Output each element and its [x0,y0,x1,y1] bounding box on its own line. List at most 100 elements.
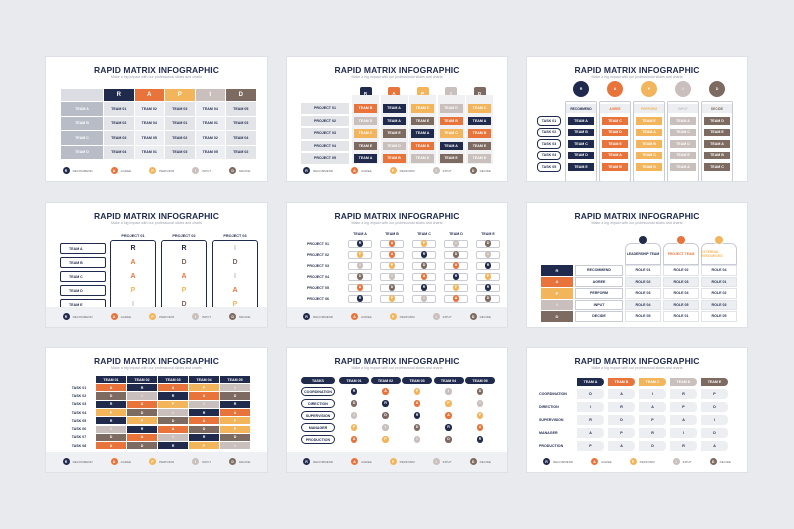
slide-subtitle: Make a big impact with our professional … [591,221,683,225]
row-label: TASK 03 [71,402,87,407]
row-label: TASK 08 [71,443,87,448]
cell-role: ROLE 01 [701,276,737,287]
legend-item: P PERFORM [149,458,174,465]
slide-8[interactable]: RAPID MATRIX INFOGRAPHIC Make a big impa… [286,347,508,473]
role-cell: P [220,417,250,425]
slide-6[interactable]: RAPID MATRIX INFOGRAPHIC Make a big impa… [526,202,748,328]
letter-badge: R [445,424,452,431]
column-heading: TEAM C [639,378,666,386]
footer-band [46,307,267,327]
slide-9[interactable]: RAPID MATRIX INFOGRAPHIC Make a big impa… [526,347,748,473]
letter-badge: R [452,273,460,280]
cell-value: TEAM 05 [195,145,225,159]
letter-badge: D [356,273,364,280]
row-label: PRODUCTION [539,444,564,448]
slide-subtitle: Make a big impact with our professional … [591,75,683,79]
row-label: TASK 04 [71,410,87,415]
legend-label: DECIDE [479,314,491,319]
role-cell: D [158,417,188,425]
legend-item: D DECIDE [229,458,250,465]
cell-frame [476,272,500,281]
role-letter: R [181,245,187,252]
slide-4[interactable]: RAPID MATRIX INFOGRAPHIC Make a big impa… [45,202,268,328]
cell-value: TEAM 04 [226,131,256,145]
role-letter: R [130,245,136,252]
role-cell: R [96,417,126,425]
slide-2[interactable]: RAPID MATRIX INFOGRAPHIC Make a big impa… [286,56,508,182]
cell-frame [476,250,500,259]
letter-badge: A [388,251,396,258]
letter-badge: R [382,400,389,407]
legend-item: A AGREE [110,167,131,174]
role-cell: P [701,389,728,399]
role-cell: D [608,415,635,425]
row-label: DIRECTION [301,399,335,408]
role-cell: P [639,415,666,425]
letter-badge: I [420,295,428,302]
slide-3[interactable]: RAPID MATRIX INFOGRAPHIC Make a big impa… [526,56,748,182]
cell-value: TEAM 02 [104,116,134,130]
legend: R RECOMMEND A AGREE P PERFORM I INPUT D DECIDE [287,312,507,321]
cell-team: TEAM C [636,151,662,159]
task-label: TASK 05 [537,162,561,172]
role-letter: P [541,288,573,299]
letter-badge: I [413,436,421,443]
cell-team: TEAM A [354,154,377,163]
legend-label: RECOMMEND [313,314,334,319]
role-cell: A [577,428,604,438]
role-cell: I [189,400,219,408]
legend-dot: A [591,458,599,465]
cell-team: TEAM D [568,151,594,159]
slide-1[interactable]: RAPID MATRIX INFOGRAPHIC Make a big impa… [45,56,268,182]
slide-5[interactable]: RAPID MATRIX INFOGRAPHIC Make a big impa… [286,202,508,328]
cell-team: TEAM D [602,128,628,136]
legend-item: R RECOMMEND [543,458,573,465]
role-cell: P [158,400,188,408]
cell-team: TEAM E [670,151,696,159]
role-letter: D [181,301,187,308]
slide-7[interactable]: RAPID MATRIX INFOGRAPHIC Make a big impa… [45,347,268,473]
role-cell: I [701,415,728,425]
header-letter: A [134,89,164,101]
project-heading: PROJECT 01 [121,234,145,238]
legend-label: PERFORM [159,459,175,464]
cell-team: TEAM B [382,154,406,163]
cell-team: TEAM A [468,116,491,125]
letter-badge: P [452,284,460,291]
cell-team: TEAM A [704,140,730,148]
role-cell: R [127,425,157,433]
cell-frame [444,261,468,270]
cell-frame [412,272,436,281]
column-heading: RECOMMEND [566,104,596,113]
row-label: PROJECT 03 [307,263,329,268]
footer-band [287,452,507,472]
role-letter: I [234,273,236,280]
role-letter: P [232,301,238,308]
role-cell: A [639,402,666,412]
column-heading: TEAM 04 [433,377,464,384]
role-letter: I [132,301,134,308]
legend-dot: R [543,458,551,465]
slide-subtitle: Make a big impact with our professional … [351,221,443,225]
cell-team: TEAM B [704,151,730,159]
letter-badge: D [388,284,396,291]
role-cell: P [127,417,157,425]
column-heading: TEAM 02 [127,376,157,383]
cell-frame [380,250,404,259]
cell-frame [348,250,372,259]
column-heading: TEAM 05 [220,376,250,383]
column-frame [633,101,665,181]
letter-badge: D [445,436,452,443]
letter-badge: D [420,262,428,269]
role-cell: D [127,408,157,417]
legend-item: P PERFORM [389,458,415,465]
cell-frame [412,294,436,303]
legend-dot: P [389,458,397,465]
role-cell: A [96,442,126,450]
role-letter: D [541,311,573,322]
role-cell: A [158,384,188,392]
column-heading: TEAM 03 [158,376,188,383]
role-cell: P [608,428,635,438]
row-label: AGREE [575,276,623,287]
letter-badge: R [356,240,364,247]
